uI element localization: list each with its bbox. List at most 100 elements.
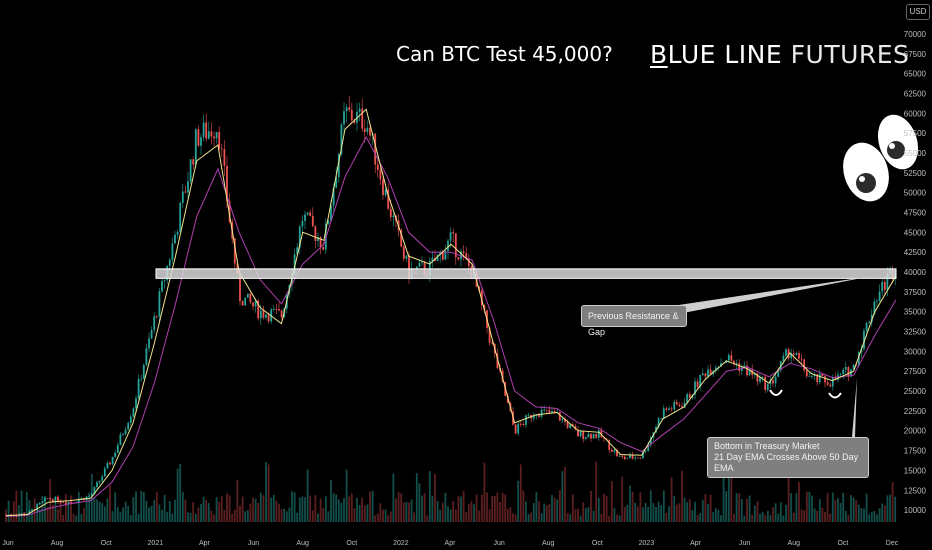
candle-body (54, 496, 57, 502)
volume-bar (725, 491, 728, 522)
volume-bar (96, 499, 98, 522)
y-tick-label: 52500 (904, 169, 927, 178)
candle-body (829, 384, 832, 387)
volume-bar (491, 495, 494, 522)
volume-bar (603, 493, 605, 522)
candle-body (62, 502, 65, 504)
candle-body (259, 310, 262, 319)
candle-body (626, 458, 629, 460)
volume-bar (267, 464, 270, 522)
candle-body (153, 316, 156, 331)
volume-bar (735, 493, 738, 522)
candle-body (548, 409, 551, 413)
volume-bar (20, 490, 23, 522)
candle-body (280, 310, 283, 318)
candle-body (20, 513, 23, 515)
volume-bar (891, 482, 894, 522)
candle-body (109, 462, 111, 465)
volume-bar (839, 502, 842, 522)
volume-bar (722, 465, 725, 522)
volume-bar (561, 471, 564, 522)
candle-body (787, 349, 790, 359)
y-tick-label: 10000 (904, 506, 927, 515)
candle-body (306, 212, 309, 215)
currency-badge[interactable]: USD (906, 4, 930, 20)
candle-body (337, 154, 340, 177)
candle-body (558, 412, 561, 421)
candle-body (114, 452, 117, 457)
volume-bar (808, 491, 811, 522)
candle-body (821, 373, 824, 377)
volume-bar (564, 466, 566, 522)
volume-bar (428, 471, 431, 522)
volume-bar (298, 497, 301, 522)
volume-bar (285, 511, 288, 522)
volume-bar (709, 494, 712, 522)
y-tick-label: 22500 (904, 407, 927, 416)
candle-body (402, 246, 405, 259)
candle-body (304, 214, 306, 221)
candle-body (644, 451, 647, 452)
candle-body (826, 382, 829, 385)
candle-body (262, 310, 265, 318)
volume-bar (639, 492, 642, 522)
volume-bar (852, 497, 855, 522)
volume-bar (215, 497, 218, 522)
volume-bar (72, 513, 75, 522)
volume-bar (41, 496, 44, 522)
candle-body (135, 398, 137, 409)
volume-bar (83, 508, 85, 522)
volume-bar (512, 513, 514, 522)
candle-body (850, 369, 852, 377)
volume-bar (595, 461, 598, 522)
candle-body (38, 502, 41, 505)
candle-body (746, 365, 748, 376)
volume-bar (356, 498, 358, 522)
candle-body (688, 394, 691, 399)
volume-bar (803, 510, 806, 522)
volume-bar (787, 468, 790, 522)
candle-body (605, 438, 608, 440)
candle-body (436, 254, 439, 262)
volume-bar (431, 496, 434, 522)
volume-bar (462, 491, 465, 522)
volume-bar (493, 495, 496, 522)
candle-body (670, 408, 673, 410)
candle-body (613, 449, 616, 452)
volume-bar (12, 501, 15, 522)
candle-body (649, 437, 652, 445)
candle-body (803, 359, 806, 371)
x-tick-label: Oct (592, 540, 603, 547)
candle-body (31, 509, 33, 511)
candle-body (64, 502, 67, 504)
candle-body (392, 215, 395, 218)
candle-body (322, 247, 325, 250)
volume-bar (140, 490, 143, 522)
volume-bar (10, 514, 13, 522)
volume-bar (25, 491, 28, 522)
volume-bar (743, 515, 746, 522)
candle-body (301, 220, 304, 227)
volume-bar (618, 515, 621, 522)
volume-bar (75, 515, 78, 522)
chart-title: Can BTC Test 45,000? (396, 42, 613, 66)
volume-bar (621, 476, 624, 522)
candle-body (462, 251, 465, 254)
candle-body (595, 434, 598, 438)
volume-bar (777, 513, 780, 522)
volume-bar (335, 494, 338, 522)
candle-body (519, 423, 522, 425)
volume-bar (426, 515, 429, 522)
candle-body (714, 367, 717, 371)
volume-bar (189, 512, 192, 522)
candle-body (790, 353, 793, 359)
volume-bar (376, 513, 379, 522)
candle-body (454, 233, 457, 258)
volume-bar (389, 511, 392, 522)
candle-body (174, 234, 176, 244)
candle-body (753, 373, 756, 376)
candle-body (514, 424, 517, 434)
candle-body (218, 131, 221, 149)
volume-bar (883, 505, 886, 522)
candle-body (176, 232, 179, 235)
